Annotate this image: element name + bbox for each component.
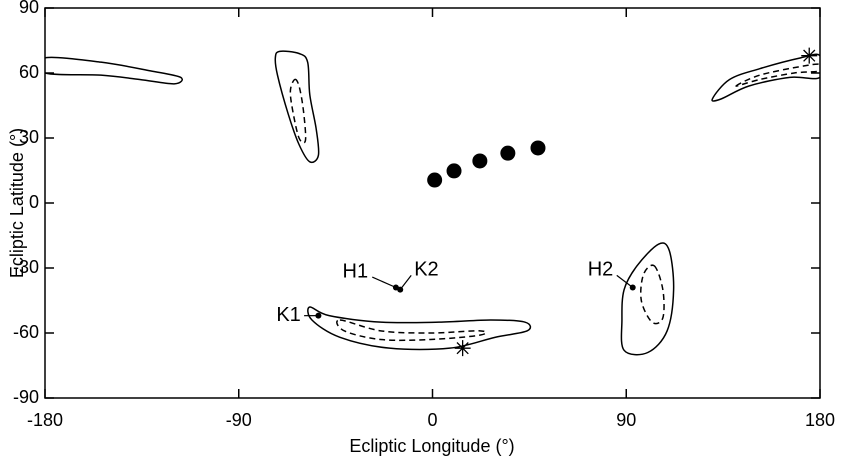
x-tick-label: 90 [616, 410, 636, 430]
point-label: H2 [588, 259, 614, 281]
dot [472, 153, 488, 169]
leader-line [372, 276, 397, 289]
x-tick-label: -90 [226, 410, 252, 430]
contour [620, 242, 675, 356]
dot [500, 145, 516, 161]
point-label: K1 [276, 304, 300, 326]
y-tick-label: 90 [19, 0, 39, 17]
contour [274, 50, 320, 164]
y-tick-label: 60 [19, 62, 39, 82]
y-tick-label: -30 [13, 257, 39, 277]
x-axis-title: Ecliptic Longitude (°) [349, 436, 514, 456]
contour [307, 306, 532, 351]
contour [336, 319, 487, 342]
contour-layer [45, 50, 820, 356]
y-tick-label: -90 [13, 387, 39, 407]
y-tick-label: 30 [19, 127, 39, 147]
y-axis-title: Ecliptic Latitude (°) [7, 128, 27, 278]
point-label: H1 [343, 260, 369, 282]
leader-line [616, 274, 634, 288]
y-tick-label: -60 [13, 322, 39, 342]
x-tick-label: 180 [805, 410, 835, 430]
contour [711, 53, 820, 102]
dot [427, 172, 443, 188]
contour [289, 78, 307, 144]
contour [45, 56, 183, 85]
dot [446, 163, 462, 179]
contour [639, 264, 665, 325]
star [454, 340, 471, 357]
x-tick-label: -180 [27, 410, 63, 430]
point [397, 286, 404, 293]
leader-line [399, 275, 412, 291]
point [629, 284, 636, 291]
dot [530, 140, 546, 156]
point-label: K2 [414, 258, 438, 280]
x-tick-label: 0 [427, 410, 437, 430]
point [315, 312, 322, 319]
contour [735, 63, 820, 87]
star [801, 47, 818, 64]
y-tick-label: 0 [29, 192, 39, 212]
